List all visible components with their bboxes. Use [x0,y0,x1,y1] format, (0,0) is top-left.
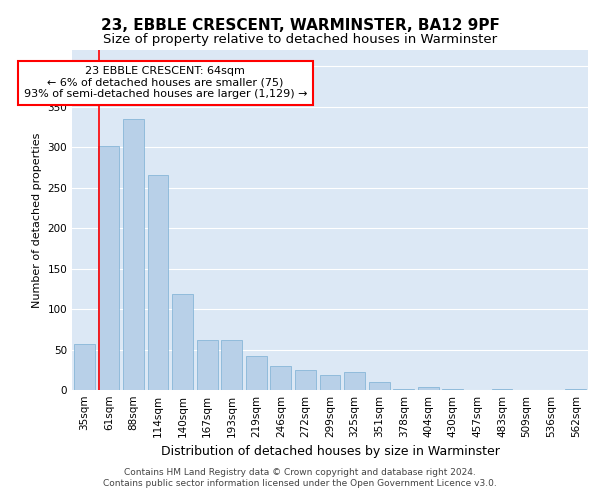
Bar [148,176,169,390]
Bar [565,389,586,390]
Bar [393,389,414,390]
Bar [271,366,292,390]
Bar [74,344,95,390]
Bar [98,146,119,390]
Bar [123,119,144,390]
Text: 23 EBBLE CRESCENT: 64sqm
← 6% of detached houses are smaller (75)
93% of semi-de: 23 EBBLE CRESCENT: 64sqm ← 6% of detache… [23,66,307,100]
Bar [246,356,267,390]
Bar [197,340,218,390]
Bar [344,372,365,390]
Text: 23, EBBLE CRESCENT, WARMINSTER, BA12 9PF: 23, EBBLE CRESCENT, WARMINSTER, BA12 9PF [101,18,499,32]
Bar [418,387,439,390]
Y-axis label: Number of detached properties: Number of detached properties [32,132,42,308]
X-axis label: Distribution of detached houses by size in Warminster: Distribution of detached houses by size … [161,446,499,458]
Text: Size of property relative to detached houses in Warminster: Size of property relative to detached ho… [103,32,497,46]
Bar [320,376,340,390]
Bar [368,382,389,390]
Bar [442,389,463,390]
Bar [295,370,316,390]
Bar [221,340,242,390]
Bar [491,389,512,390]
Bar [172,294,193,390]
Text: Contains HM Land Registry data © Crown copyright and database right 2024.
Contai: Contains HM Land Registry data © Crown c… [103,468,497,487]
